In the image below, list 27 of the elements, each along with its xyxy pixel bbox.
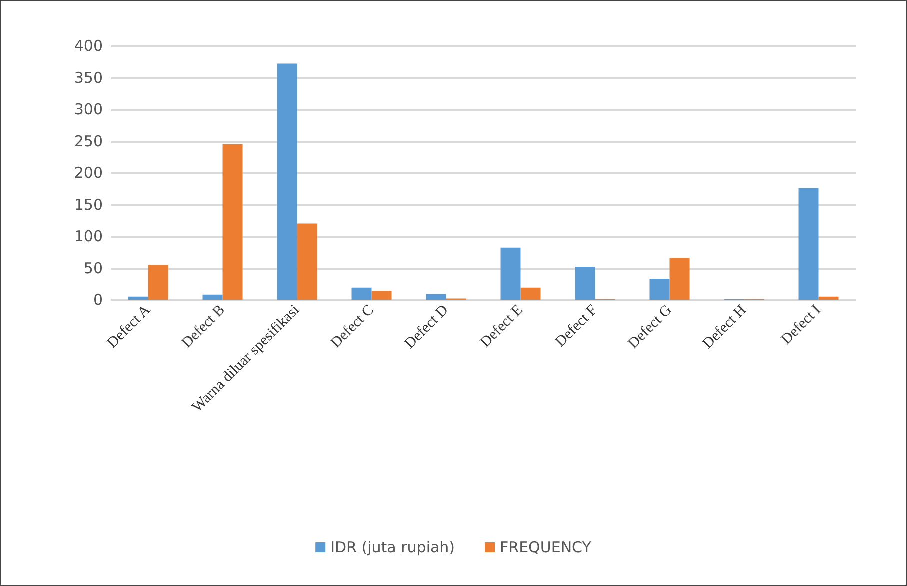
bar bbox=[222, 144, 243, 300]
bar bbox=[575, 266, 596, 300]
y-tick-label: 50 bbox=[84, 259, 103, 278]
bar bbox=[500, 248, 521, 300]
bar bbox=[202, 294, 223, 300]
y-tick-label: 200 bbox=[74, 164, 103, 182]
bar bbox=[352, 288, 372, 300]
legend-label: FREQUENCY bbox=[500, 538, 592, 556]
legend-label: IDR (juta rupiah) bbox=[330, 538, 456, 556]
bar bbox=[670, 258, 690, 300]
y-tick-label: 150 bbox=[74, 196, 103, 214]
bar bbox=[128, 296, 148, 300]
bar bbox=[798, 188, 819, 300]
bar bbox=[650, 279, 670, 300]
y-tick-label: 100 bbox=[74, 228, 103, 246]
bar bbox=[818, 296, 839, 300]
y-tick-label: 400 bbox=[74, 37, 103, 55]
bar bbox=[297, 224, 318, 300]
y-tick-label: 300 bbox=[74, 100, 103, 118]
bar bbox=[277, 64, 298, 300]
y-tick-label: 0 bbox=[93, 291, 103, 309]
bar bbox=[520, 288, 541, 300]
bar bbox=[372, 291, 392, 300]
bar bbox=[148, 265, 168, 300]
bar bbox=[426, 294, 446, 300]
y-tick-label: 250 bbox=[74, 132, 103, 150]
y-tick-label: 350 bbox=[74, 68, 103, 87]
